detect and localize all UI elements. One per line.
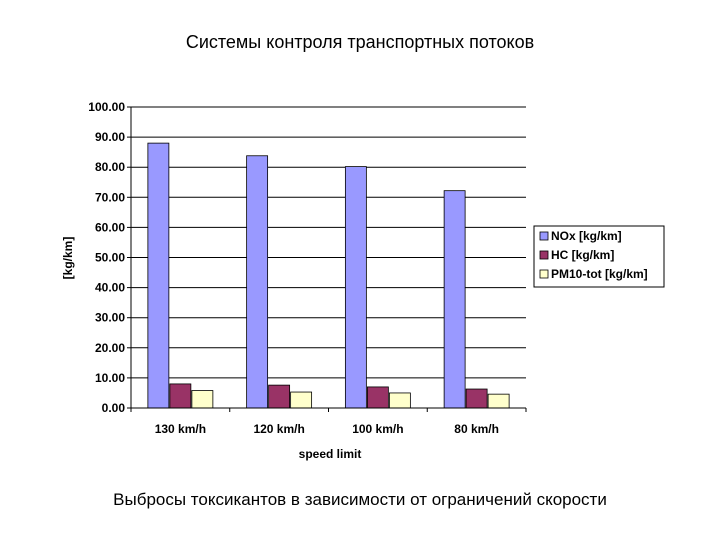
bar-nox-1: [246, 155, 269, 409]
x-tick-label: 130 km/h: [155, 422, 206, 436]
slide-title: Системы контроля транспортных потоков: [185, 32, 535, 52]
bar-pm10-2: [388, 392, 411, 409]
legend: NOx [kg/km] HC [kg/km] PM10-tot [kg/km]: [533, 225, 665, 288]
bar-pm10-1: [290, 391, 313, 409]
y-tick-labels: 0.00 10.00 20.00 30.00 40.00 50.00 60.00 70.00 8…: [88, 100, 125, 415]
y-tick-label: 70.00: [95, 190, 125, 204]
legend-box: [533, 225, 665, 288]
legend-swatch: [539, 269, 549, 279]
y-tick-label: 50.00: [95, 251, 125, 265]
bar-nox-3: [443, 190, 466, 409]
y-tick-label: 20.00: [95, 341, 125, 355]
y-tick-label: 30.00: [95, 311, 125, 325]
legend-entry: NOx [kg/km]: [551, 229, 622, 243]
bars: [130, 142, 527, 412]
bar-hc-1: [268, 384, 291, 409]
y-tick-label: 100.00: [88, 100, 125, 114]
y-tick-label: 80.00: [95, 160, 125, 174]
y-tick-label: 10.00: [95, 371, 125, 385]
slide-caption: Выбросы токсикантов в зависимости от огр…: [113, 490, 607, 509]
x-tick-label: 100 km/h: [352, 422, 403, 436]
x-axis-title: speed limit: [299, 447, 362, 461]
y-tick-label: 90.00: [95, 130, 125, 144]
bar-pm10-3: [487, 393, 510, 409]
legend-swatch: [539, 231, 549, 241]
y-tick-label: 0.00: [102, 401, 126, 415]
bar-hc-2: [366, 386, 389, 409]
legend-entry: HC [kg/km]: [551, 248, 614, 262]
legend-swatch: [539, 250, 549, 260]
bar-pm10-0: [191, 390, 214, 409]
x-tick-label: 80 km/h: [454, 422, 499, 436]
x-tick-labels: 130 km/h 120 km/h 100 km/h 80 km/h: [155, 422, 499, 436]
bar-hc-0: [169, 383, 192, 409]
bar-hc-3: [465, 388, 488, 409]
x-tick-label: 120 km/h: [253, 422, 304, 436]
bar-nox-2: [344, 166, 367, 409]
y-axis-title: [kg/km]: [61, 237, 75, 280]
legend-entry: PM10-tot [kg/km]: [551, 267, 648, 281]
y-tick-label: 60.00: [95, 220, 125, 234]
bar-nox-0: [147, 142, 170, 409]
y-tick-label: 40.00: [95, 281, 125, 295]
